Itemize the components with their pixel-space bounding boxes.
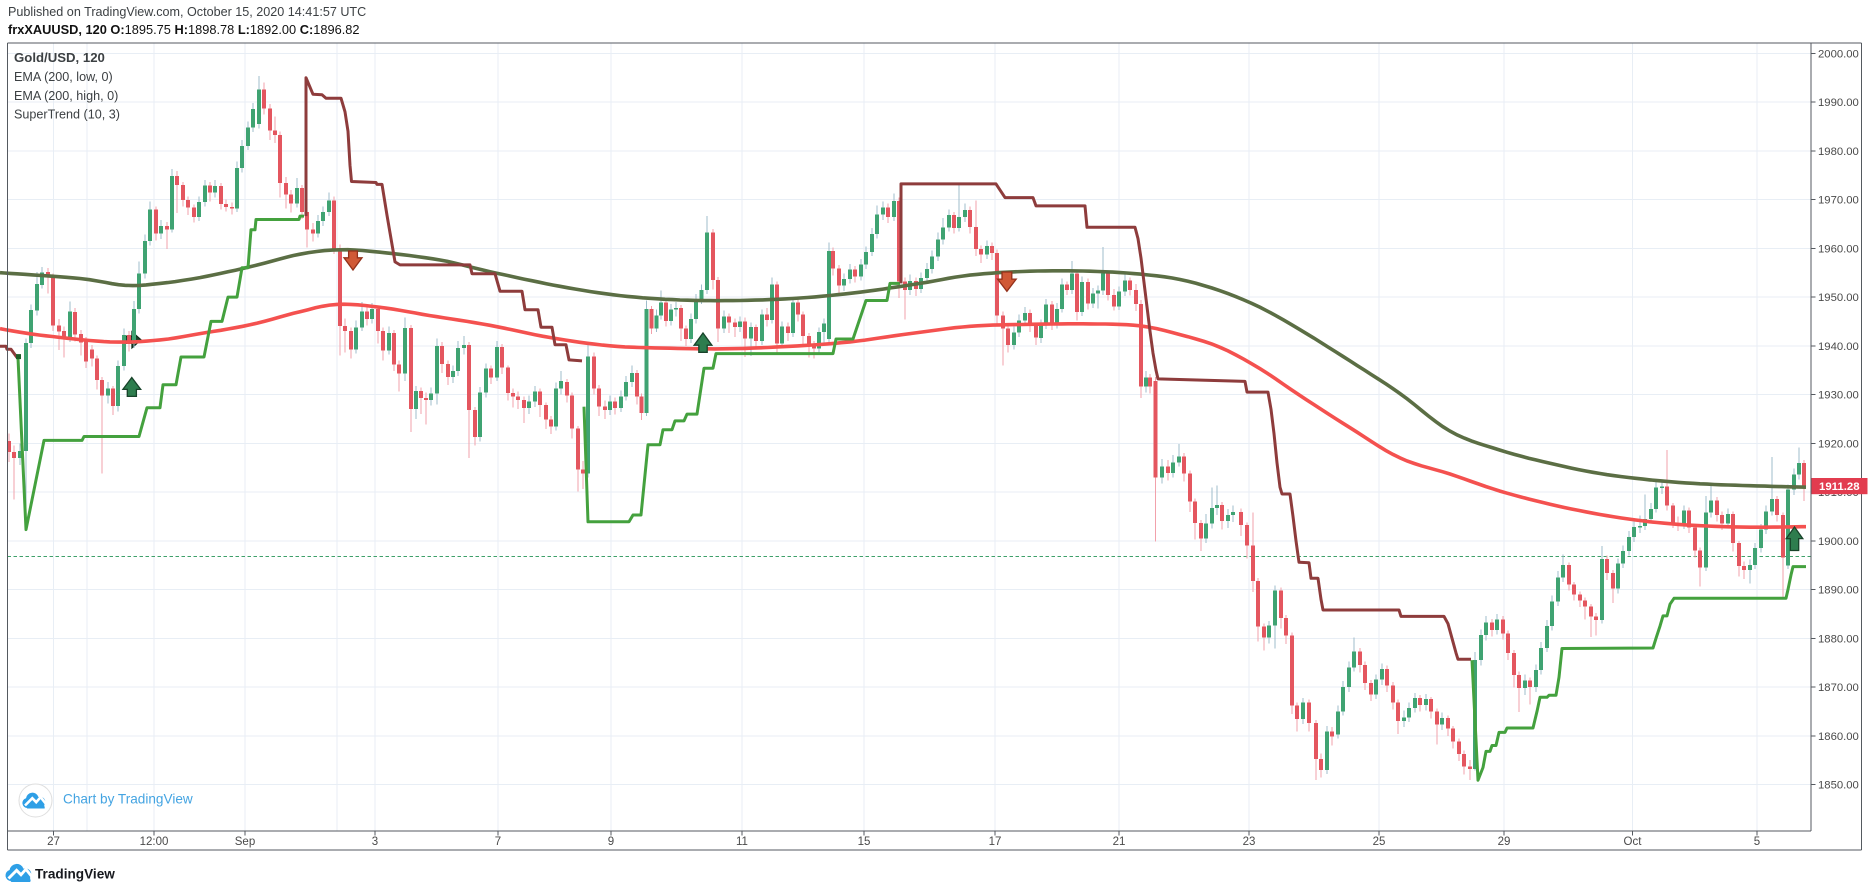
- svg-text:15: 15: [858, 836, 871, 848]
- svg-text:1990.00: 1990.00: [1818, 97, 1859, 109]
- svg-text:1900.00: 1900.00: [1818, 536, 1859, 548]
- svg-text:17: 17: [989, 836, 1002, 848]
- svg-text:23: 23: [1243, 836, 1256, 848]
- svg-text:1980.00: 1980.00: [1818, 146, 1859, 158]
- svg-text:EMA (200, low, 0): EMA (200, low, 0): [14, 70, 113, 84]
- svg-text:1850.00: 1850.00: [1818, 780, 1859, 792]
- svg-text:1950.00: 1950.00: [1818, 292, 1859, 304]
- svg-text:1870.00: 1870.00: [1818, 682, 1859, 694]
- svg-text:1970.00: 1970.00: [1818, 195, 1859, 207]
- svg-text:21: 21: [1113, 836, 1126, 848]
- svg-text:7: 7: [495, 836, 501, 848]
- svg-text:1860.00: 1860.00: [1818, 731, 1859, 743]
- svg-text:Sep: Sep: [235, 836, 255, 848]
- svg-text:1960.00: 1960.00: [1818, 243, 1859, 255]
- svg-text:2000.00: 2000.00: [1818, 48, 1859, 60]
- svg-text:EMA (200, high, 0): EMA (200, high, 0): [14, 89, 118, 103]
- svg-text:3: 3: [372, 836, 378, 848]
- svg-text:25: 25: [1373, 836, 1386, 848]
- svg-text:12:00: 12:00: [140, 836, 169, 848]
- svg-text:Gold/USD, 120: Gold/USD, 120: [14, 50, 105, 65]
- svg-text:9: 9: [608, 836, 614, 848]
- svg-text:TradingView: TradingView: [35, 867, 115, 882]
- svg-text:Oct: Oct: [1624, 836, 1643, 848]
- svg-text:1911.28: 1911.28: [1819, 481, 1860, 493]
- svg-text:SuperTrend (10, 3): SuperTrend (10, 3): [14, 108, 120, 122]
- svg-text:11: 11: [736, 836, 748, 848]
- svg-text:Chart by TradingView: Chart by TradingView: [63, 792, 193, 807]
- svg-text:1920.00: 1920.00: [1818, 438, 1859, 450]
- svg-text:1880.00: 1880.00: [1818, 633, 1859, 645]
- svg-text:Published on TradingView.com,: Published on TradingView.com, October 15…: [8, 5, 366, 19]
- svg-text:1940.00: 1940.00: [1818, 341, 1859, 353]
- svg-text:5: 5: [1754, 836, 1760, 848]
- svg-text:1930.00: 1930.00: [1818, 390, 1859, 402]
- svg-text:27: 27: [47, 836, 60, 848]
- svg-text:1890.00: 1890.00: [1818, 585, 1859, 597]
- svg-text:29: 29: [1498, 836, 1511, 848]
- svg-text:frxXAUUSD, 120 O:1895.75 H:18: frxXAUUSD, 120 O:1895.75 H:1898.78 L:189…: [8, 22, 360, 37]
